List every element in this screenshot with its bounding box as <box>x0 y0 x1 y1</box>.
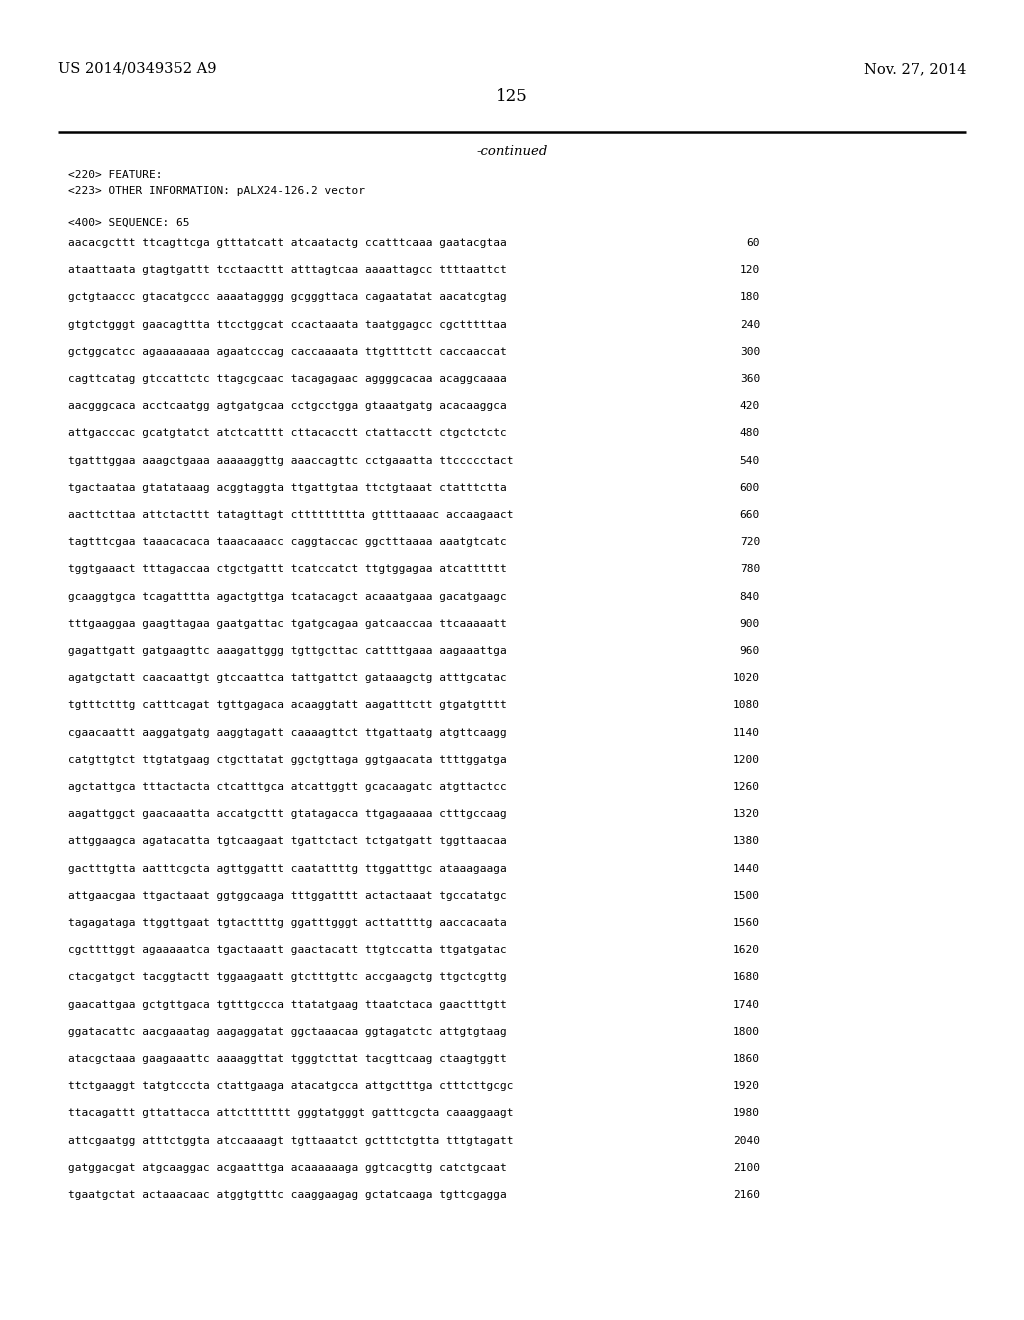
Text: ataattaata gtagtgattt tcctaacttt atttagtcaa aaaattagcc ttttaattct: ataattaata gtagtgattt tcctaacttt atttagt… <box>68 265 507 275</box>
Text: 1800: 1800 <box>733 1027 760 1036</box>
Text: <220> FEATURE:: <220> FEATURE: <box>68 170 163 180</box>
Text: ttctgaaggt tatgtcccta ctattgaaga atacatgcca attgctttga ctttcttgcgc: ttctgaaggt tatgtcccta ctattgaaga atacatg… <box>68 1081 513 1092</box>
Text: 1140: 1140 <box>733 727 760 738</box>
Text: attgacccac gcatgtatct atctcatttt cttacacctt ctattacctt ctgctctctc: attgacccac gcatgtatct atctcatttt cttacac… <box>68 429 507 438</box>
Text: 2100: 2100 <box>733 1163 760 1172</box>
Text: 1980: 1980 <box>733 1109 760 1118</box>
Text: tgtttctttg catttcagat tgttgagaca acaaggtatt aagatttctt gtgatgtttt: tgtttctttg catttcagat tgttgagaca acaaggt… <box>68 701 507 710</box>
Text: gaacattgaa gctgttgaca tgtttgccca ttatatgaag ttaatctaca gaactttgtt: gaacattgaa gctgttgaca tgtttgccca ttatatg… <box>68 999 507 1010</box>
Text: 1560: 1560 <box>733 917 760 928</box>
Text: cgaacaattt aaggatgatg aaggtagatt caaaagttct ttgattaatg atgttcaagg: cgaacaattt aaggatgatg aaggtagatt caaaagt… <box>68 727 507 738</box>
Text: 2040: 2040 <box>733 1135 760 1146</box>
Text: cgcttttggt agaaaaatca tgactaaatt gaactacatt ttgtccatta ttgatgatac: cgcttttggt agaaaaatca tgactaaatt gaactac… <box>68 945 507 956</box>
Text: 360: 360 <box>739 374 760 384</box>
Text: 300: 300 <box>739 347 760 356</box>
Text: aacacgcttt ttcagttcga gtttatcatt atcaatactg ccatttcaaa gaatacgtaa: aacacgcttt ttcagttcga gtttatcatt atcaata… <box>68 238 507 248</box>
Text: attcgaatgg atttctggta atccaaaagt tgttaaatct gctttctgtta tttgtagatt: attcgaatgg atttctggta atccaaaagt tgttaaa… <box>68 1135 513 1146</box>
Text: 180: 180 <box>739 293 760 302</box>
Text: gtgtctgggt gaacagttta ttcctggcat ccactaaata taatggagcc cgctttttaa: gtgtctgggt gaacagttta ttcctggcat ccactaa… <box>68 319 507 330</box>
Text: 2160: 2160 <box>733 1191 760 1200</box>
Text: 1860: 1860 <box>733 1053 760 1064</box>
Text: 60: 60 <box>746 238 760 248</box>
Text: aacttcttaa attctacttt tatagttagt cttttttttta gttttaaaac accaagaact: aacttcttaa attctacttt tatagttagt ctttttt… <box>68 510 513 520</box>
Text: 1380: 1380 <box>733 837 760 846</box>
Text: Nov. 27, 2014: Nov. 27, 2014 <box>863 62 966 77</box>
Text: 840: 840 <box>739 591 760 602</box>
Text: gactttgtta aatttcgcta agttggattt caatattttg ttggatttgc ataaagaaga: gactttgtta aatttcgcta agttggattt caatatt… <box>68 863 507 874</box>
Text: 780: 780 <box>739 565 760 574</box>
Text: gctgtaaccc gtacatgccc aaaatagggg gcgggttaca cagaatatat aacatcgtag: gctgtaaccc gtacatgccc aaaatagggg gcgggtt… <box>68 293 507 302</box>
Text: gatggacgat atgcaaggac acgaatttga acaaaaaaga ggtcacgttg catctgcaat: gatggacgat atgcaaggac acgaatttga acaaaaa… <box>68 1163 507 1172</box>
Text: 1080: 1080 <box>733 701 760 710</box>
Text: 1200: 1200 <box>733 755 760 764</box>
Text: tagagataga ttggttgaat tgtacttttg ggatttgggt acttattttg aaccacaata: tagagataga ttggttgaat tgtacttttg ggatttg… <box>68 917 507 928</box>
Text: tttgaaggaa gaagttagaa gaatgattac tgatgcagaa gatcaaccaa ttcaaaaatt: tttgaaggaa gaagttagaa gaatgattac tgatgca… <box>68 619 507 628</box>
Text: <223> OTHER INFORMATION: pALX24-126.2 vector: <223> OTHER INFORMATION: pALX24-126.2 ve… <box>68 186 365 195</box>
Text: tgatttggaa aaagctgaaa aaaaaggttg aaaccagttc cctgaaatta ttccccctact: tgatttggaa aaagctgaaa aaaaaggttg aaaccag… <box>68 455 513 466</box>
Text: gctggcatcc agaaaaaaaa agaatcccag caccaaaata ttgttttctt caccaaccat: gctggcatcc agaaaaaaaa agaatcccag caccaaa… <box>68 347 507 356</box>
Text: ctacgatgct tacggtactt tggaagaatt gtctttgttc accgaagctg ttgctcgttg: ctacgatgct tacggtactt tggaagaatt gtctttg… <box>68 973 507 982</box>
Text: 900: 900 <box>739 619 760 628</box>
Text: <400> SEQUENCE: 65: <400> SEQUENCE: 65 <box>68 218 189 228</box>
Text: 1020: 1020 <box>733 673 760 684</box>
Text: 240: 240 <box>739 319 760 330</box>
Text: 1320: 1320 <box>733 809 760 820</box>
Text: 660: 660 <box>739 510 760 520</box>
Text: 600: 600 <box>739 483 760 492</box>
Text: cagttcatag gtccattctc ttagcgcaac tacagagaac aggggcacaa acaggcaaaa: cagttcatag gtccattctc ttagcgcaac tacagag… <box>68 374 507 384</box>
Text: agctattgca tttactacta ctcatttgca atcattggtt gcacaagatc atgttactcc: agctattgca tttactacta ctcatttgca atcattg… <box>68 781 507 792</box>
Text: gcaaggtgca tcagatttta agactgttga tcatacagct acaaatgaaa gacatgaagc: gcaaggtgca tcagatttta agactgttga tcataca… <box>68 591 507 602</box>
Text: 720: 720 <box>739 537 760 548</box>
Text: tgaatgctat actaaacaac atggtgtttc caaggaagag gctatcaaga tgttcgagga: tgaatgctat actaaacaac atggtgtttc caaggaa… <box>68 1191 507 1200</box>
Text: 125: 125 <box>496 88 528 106</box>
Text: aagattggct gaacaaatta accatgcttt gtatagacca ttgagaaaaa ctttgccaag: aagattggct gaacaaatta accatgcttt gtataga… <box>68 809 507 820</box>
Text: 120: 120 <box>739 265 760 275</box>
Text: 960: 960 <box>739 645 760 656</box>
Text: tagtttcgaa taaacacaca taaacaaacc caggtaccac ggctttaaaa aaatgtcatc: tagtttcgaa taaacacaca taaacaaacc caggtac… <box>68 537 507 548</box>
Text: attggaagca agatacatta tgtcaagaat tgattctact tctgatgatt tggttaacaa: attggaagca agatacatta tgtcaagaat tgattct… <box>68 837 507 846</box>
Text: ttacagattt gttattacca attcttttttt gggtatgggt gatttcgcta caaaggaagt: ttacagattt gttattacca attcttttttt gggtat… <box>68 1109 513 1118</box>
Text: atacgctaaa gaagaaattc aaaaggttat tgggtcttat tacgttcaag ctaagtggtt: atacgctaaa gaagaaattc aaaaggttat tgggtct… <box>68 1053 507 1064</box>
Text: 420: 420 <box>739 401 760 412</box>
Text: 1740: 1740 <box>733 999 760 1010</box>
Text: catgttgtct ttgtatgaag ctgcttatat ggctgttaga ggtgaacata ttttggatga: catgttgtct ttgtatgaag ctgcttatat ggctgtt… <box>68 755 507 764</box>
Text: 1260: 1260 <box>733 781 760 792</box>
Text: 1920: 1920 <box>733 1081 760 1092</box>
Text: 480: 480 <box>739 429 760 438</box>
Text: agatgctatt caacaattgt gtccaattca tattgattct gataaagctg atttgcatac: agatgctatt caacaattgt gtccaattca tattgat… <box>68 673 507 684</box>
Text: aacgggcaca acctcaatgg agtgatgcaa cctgcctgga gtaaatgatg acacaaggca: aacgggcaca acctcaatgg agtgatgcaa cctgcct… <box>68 401 507 412</box>
Text: 540: 540 <box>739 455 760 466</box>
Text: 1440: 1440 <box>733 863 760 874</box>
Text: attgaacgaa ttgactaaat ggtggcaaga tttggatttt actactaaat tgccatatgc: attgaacgaa ttgactaaat ggtggcaaga tttggat… <box>68 891 507 900</box>
Text: gagattgatt gatgaagttc aaagattggg tgttgcttac cattttgaaa aagaaattga: gagattgatt gatgaagttc aaagattggg tgttgct… <box>68 645 507 656</box>
Text: US 2014/0349352 A9: US 2014/0349352 A9 <box>58 62 216 77</box>
Text: 1500: 1500 <box>733 891 760 900</box>
Text: 1620: 1620 <box>733 945 760 956</box>
Text: tggtgaaact tttagaccaa ctgctgattt tcatccatct ttgtggagaa atcatttttt: tggtgaaact tttagaccaa ctgctgattt tcatcca… <box>68 565 507 574</box>
Text: 1680: 1680 <box>733 973 760 982</box>
Text: ggatacattc aacgaaatag aagaggatat ggctaaacaa ggtagatctc attgtgtaag: ggatacattc aacgaaatag aagaggatat ggctaaa… <box>68 1027 507 1036</box>
Text: tgactaataa gtatataaag acggtaggta ttgattgtaa ttctgtaaat ctatttctta: tgactaataa gtatataaag acggtaggta ttgattg… <box>68 483 507 492</box>
Text: -continued: -continued <box>476 145 548 158</box>
